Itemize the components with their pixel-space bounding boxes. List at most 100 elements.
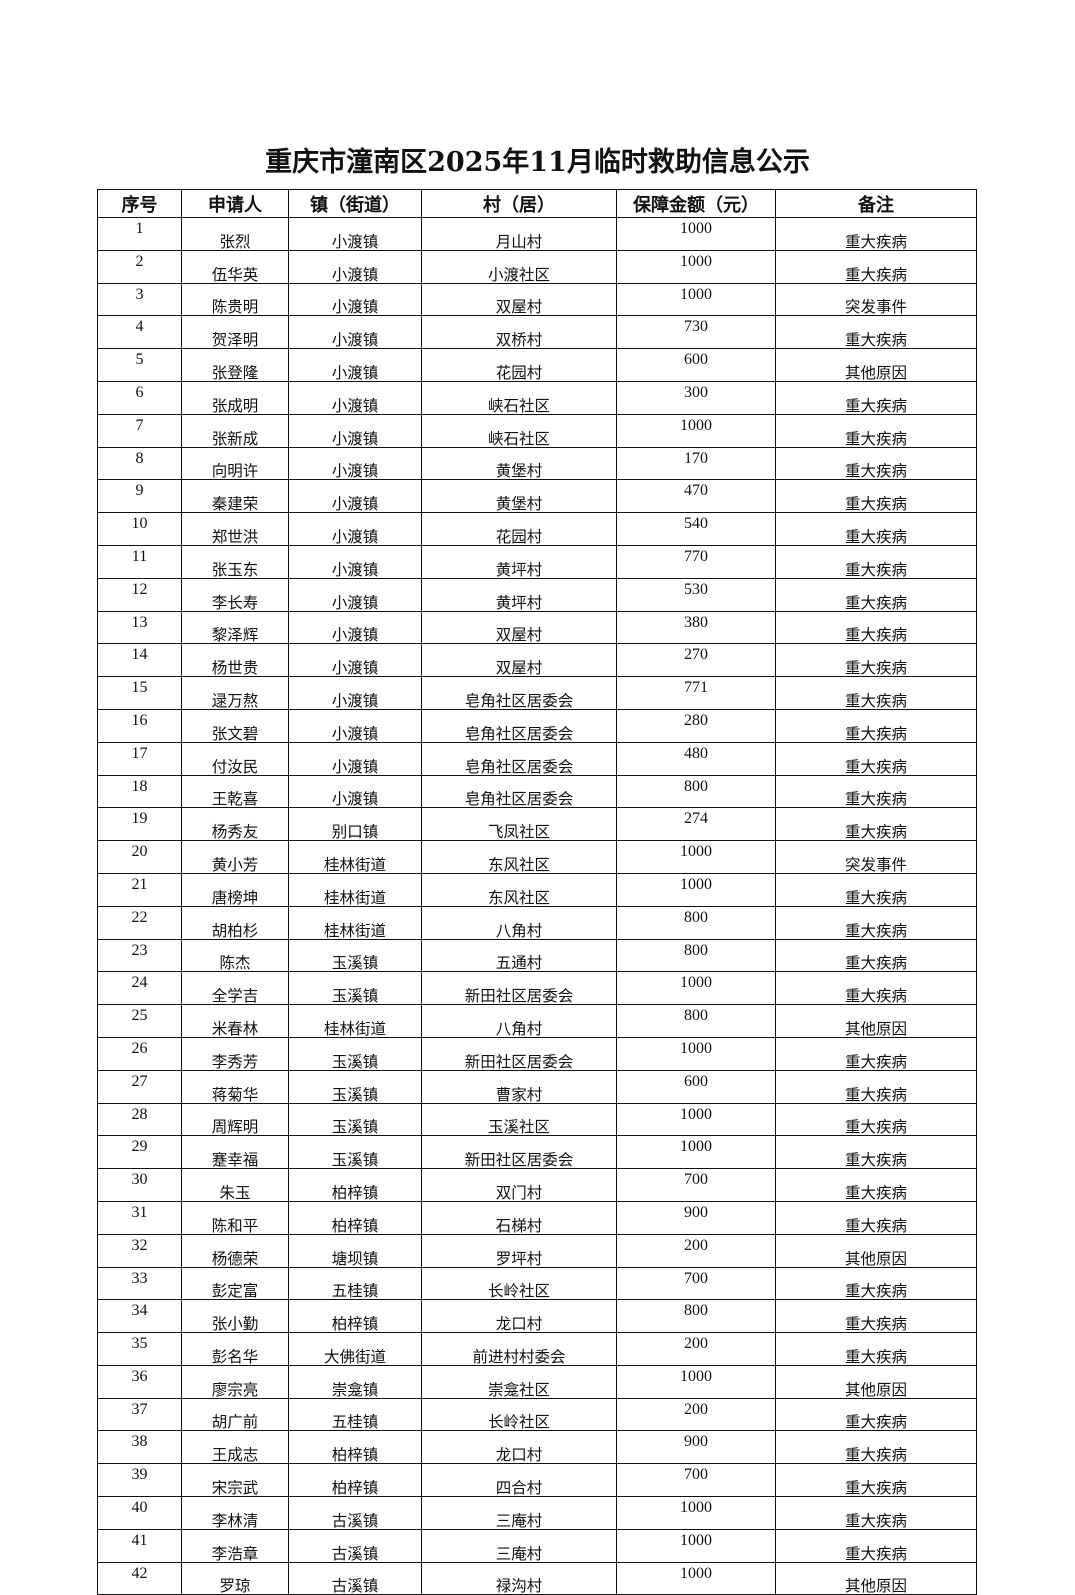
remark-cell: 重大疾病 <box>775 1168 977 1202</box>
applicant-cell: 杨秀友 <box>181 807 289 842</box>
village-cell: 龙口村 <box>421 1430 617 1465</box>
table-row: 41 李浩章 古溪镇 三庵村 1000 重大疾病 <box>97 1528 977 1563</box>
applicant-cell: 伍华英 <box>181 249 289 284</box>
amount-cell: 800 <box>616 905 776 940</box>
town-cell: 崇龛镇 <box>288 1364 422 1399</box>
table-row: 22 胡柏杉 桂林街道 八角村 800 重大疾病 <box>97 905 977 940</box>
village-cell: 三庵村 <box>421 1496 617 1530</box>
town-cell: 别口镇 <box>288 807 422 842</box>
applicant-cell: 胡柏杉 <box>181 905 289 940</box>
village-cell: 花园村 <box>421 348 617 382</box>
amount-cell: 1000 <box>616 1135 776 1170</box>
seq-cell: 41 <box>97 1528 182 1563</box>
remark-cell: 重大疾病 <box>775 1200 977 1235</box>
applicant-cell: 罗琼 <box>181 1561 289 1595</box>
remark-cell: 其他原因 <box>775 348 977 382</box>
amount-cell: 170 <box>616 446 776 481</box>
village-cell: 皂角社区居委会 <box>421 774 617 809</box>
remark-cell: 重大疾病 <box>775 971 977 1006</box>
village-cell: 石梯村 <box>421 1200 617 1235</box>
village-cell: 双屋村 <box>421 610 617 645</box>
seq-cell: 28 <box>97 1102 182 1137</box>
town-cell: 小渡镇 <box>288 774 422 809</box>
amount-cell: 800 <box>616 1004 776 1038</box>
applicant-cell: 张小勤 <box>181 1299 289 1334</box>
amount-cell: 730 <box>616 315 776 350</box>
seq-cell: 19 <box>97 807 182 842</box>
amount-cell: 1000 <box>616 413 776 448</box>
amount-cell: 1000 <box>616 1364 776 1399</box>
remark-cell: 突发事件 <box>775 840 977 874</box>
table-row: 23 陈杰 玉溪镇 五通村 800 重大疾病 <box>97 938 977 973</box>
town-cell: 小渡镇 <box>288 413 422 448</box>
applicant-cell: 廖宗亮 <box>181 1364 289 1399</box>
table-row: 10 郑世洪 小渡镇 花园村 540 重大疾病 <box>97 512 977 546</box>
town-cell: 小渡镇 <box>288 348 422 382</box>
applicant-cell: 向明许 <box>181 446 289 481</box>
town-cell: 小渡镇 <box>288 512 422 546</box>
seq-cell: 30 <box>97 1168 182 1202</box>
table-row: 33 彭定富 五桂镇 长岭社区 700 重大疾病 <box>97 1266 977 1301</box>
village-cell: 曹家村 <box>421 1069 617 1104</box>
remark-cell: 重大疾病 <box>775 315 977 350</box>
applicant-cell: 郑世洪 <box>181 512 289 546</box>
table-row: 18 王乾喜 小渡镇 皂角社区居委会 800 重大疾病 <box>97 774 977 809</box>
town-cell: 玉溪镇 <box>288 1069 422 1104</box>
remark-cell: 重大疾病 <box>775 708 977 743</box>
remark-cell: 重大疾病 <box>775 479 977 514</box>
seq-cell: 20 <box>97 840 182 874</box>
amount-cell: 1000 <box>616 249 776 284</box>
remark-cell: 重大疾病 <box>775 1069 977 1104</box>
remark-cell: 重大疾病 <box>775 610 977 645</box>
applicant-cell: 宋宗武 <box>181 1463 289 1498</box>
applicant-cell: 张文碧 <box>181 708 289 743</box>
amount-cell: 600 <box>616 1069 776 1104</box>
amount-cell: 540 <box>616 512 776 546</box>
remark-cell: 重大疾病 <box>775 774 977 809</box>
table-row: 2 伍华英 小渡镇 小渡社区 1000 重大疾病 <box>97 249 977 284</box>
town-cell: 古溪镇 <box>288 1561 422 1595</box>
table-row: 42 罗琼 古溪镇 禄沟村 1000 其他原因 <box>97 1561 977 1595</box>
town-cell: 玉溪镇 <box>288 1036 422 1071</box>
applicant-cell: 张玉东 <box>181 544 289 579</box>
remark-cell: 重大疾病 <box>775 380 977 415</box>
amount-cell: 274 <box>616 807 776 842</box>
seq-cell: 24 <box>97 971 182 1006</box>
remark-cell: 重大疾病 <box>775 217 977 251</box>
seq-cell: 7 <box>97 413 182 448</box>
seq-cell: 33 <box>97 1266 182 1301</box>
village-cell: 峡石社区 <box>421 413 617 448</box>
town-cell: 小渡镇 <box>288 544 422 579</box>
village-cell: 三庵村 <box>421 1528 617 1563</box>
table-header-row: 序号 申请人 镇（街道） 村（居） 保障金额（元） 备注 <box>97 189 977 218</box>
applicant-cell: 黎泽辉 <box>181 610 289 645</box>
table-row: 21 唐榜坤 桂林街道 东风社区 1000 重大疾病 <box>97 872 977 907</box>
remark-cell: 重大疾病 <box>775 905 977 940</box>
table-row: 9 秦建荣 小渡镇 黄堡村 470 重大疾病 <box>97 479 977 514</box>
seq-cell: 12 <box>97 577 182 612</box>
village-cell: 前进村村委会 <box>421 1332 617 1366</box>
seq-cell: 25 <box>97 1004 182 1038</box>
village-cell: 峡石社区 <box>421 380 617 415</box>
seq-cell: 3 <box>97 282 182 317</box>
seq-cell: 31 <box>97 1200 182 1235</box>
seq-cell: 26 <box>97 1036 182 1071</box>
town-cell: 小渡镇 <box>288 217 422 251</box>
village-cell: 双门村 <box>421 1168 617 1202</box>
table-row: 8 向明许 小渡镇 黄堡村 170 重大疾病 <box>97 446 977 481</box>
table-row: 1 张烈 小渡镇 月山村 1000 重大疾病 <box>97 217 977 251</box>
seq-cell: 9 <box>97 479 182 514</box>
applicant-cell: 陈贵明 <box>181 282 289 317</box>
remark-cell: 其他原因 <box>775 1233 977 1268</box>
village-cell: 新田社区居委会 <box>421 1135 617 1170</box>
village-cell: 长岭社区 <box>421 1397 617 1432</box>
table-row: 39 宋宗武 柏梓镇 四合村 700 重大疾病 <box>97 1463 977 1498</box>
table-body: 1 张烈 小渡镇 月山村 1000 重大疾病 2 伍华英 小渡镇 小渡社区 1000 重大疾病 3 陈贵明… <box>97 217 977 1595</box>
relief-table: 序号 申请人 镇（街道） 村（居） 保障金额（元） 备注 1 张烈 小渡镇 月山村 10… <box>97 189 977 1595</box>
applicant-cell: 张烈 <box>181 217 289 251</box>
town-cell: 柏梓镇 <box>288 1200 422 1235</box>
remark-cell: 重大疾病 <box>775 1299 977 1334</box>
seq-cell: 5 <box>97 348 182 382</box>
applicant-cell: 付汝民 <box>181 741 289 776</box>
page-title: 重庆市潼南区2025年11月临时救助信息公示 <box>265 147 810 178</box>
